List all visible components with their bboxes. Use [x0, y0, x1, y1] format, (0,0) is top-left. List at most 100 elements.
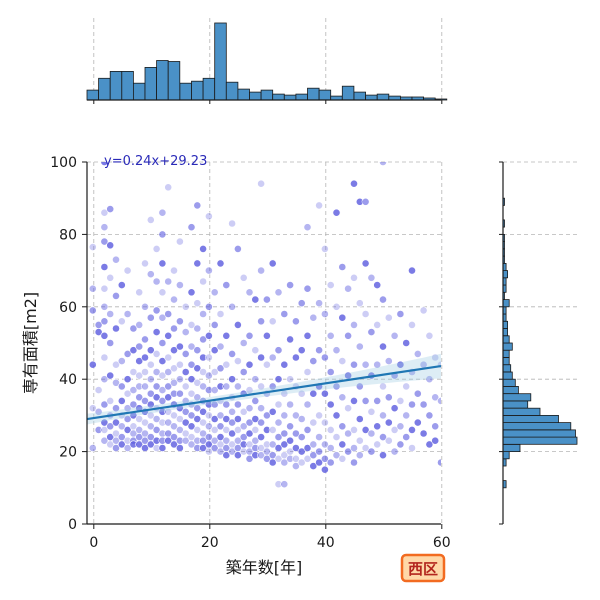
- scatter-point: [204, 386, 213, 394]
- scatter-point: [431, 436, 440, 445]
- scatter-point: [181, 349, 190, 358]
- x-histogram-bar: [98, 77, 111, 101]
- scatter-point: [100, 263, 109, 271]
- scatter-point: [257, 317, 265, 326]
- scatter-point: [303, 331, 312, 340]
- scatter-point: [129, 386, 138, 394]
- scatter-point: [112, 360, 120, 369]
- scatter-point: [228, 418, 236, 427]
- x-axis-ticks: 0 20 40 60: [89, 524, 451, 551]
- scatter-point: [106, 422, 115, 431]
- scatter-point: [309, 462, 318, 470]
- x-axis-label: 築年数[年]: [226, 558, 303, 577]
- district-badge-text: 西区: [408, 560, 438, 578]
- scatter-point: [175, 281, 184, 289]
- scatter-point: [152, 306, 161, 315]
- scatter-point: [210, 368, 219, 376]
- scatter-point: [88, 404, 97, 413]
- scatter-point: [187, 288, 196, 297]
- scatter-point: [199, 310, 207, 318]
- scatter-point: [199, 418, 207, 427]
- scatter-point: [262, 360, 271, 369]
- scatter-point: [350, 273, 358, 282]
- scatter-point: [233, 244, 242, 253]
- scatter-point: [135, 342, 144, 351]
- scatter-point: [199, 407, 207, 416]
- scatter-point: [297, 415, 306, 423]
- scatter-point: [315, 447, 323, 456]
- scatter-point: [204, 447, 213, 456]
- x-histogram-bar: [191, 80, 204, 101]
- scatter-point: [228, 447, 236, 456]
- regression-group: [87, 353, 441, 425]
- scatter-point: [222, 331, 231, 340]
- scatter-point: [303, 223, 312, 232]
- scatter-point: [309, 440, 318, 449]
- scatter-point: [152, 425, 161, 434]
- scatter-point: [135, 320, 144, 329]
- scatter-point: [222, 400, 231, 409]
- scatter-point: [355, 382, 364, 391]
- scatter-point: [175, 389, 184, 398]
- scatter-point: [112, 324, 120, 333]
- scatter-point: [297, 299, 306, 308]
- y-histogram-bar: [502, 371, 513, 380]
- scatter-point: [361, 425, 370, 434]
- scatter-point: [141, 444, 149, 452]
- scatter-point: [286, 281, 294, 289]
- scatter-point: [204, 422, 213, 431]
- scatter-point: [193, 378, 202, 387]
- scatter-point: [425, 331, 434, 340]
- scatter-point: [175, 237, 184, 246]
- scatter-point: [309, 313, 318, 322]
- scatter-point: [94, 425, 103, 434]
- scatter-point: [367, 447, 376, 456]
- x-histogram-bar: [121, 71, 134, 101]
- scatter-point: [408, 400, 416, 409]
- scatter-point: [112, 255, 120, 264]
- scatter-point: [251, 295, 260, 304]
- scatter-point: [88, 306, 97, 315]
- scatter-point: [297, 346, 306, 355]
- scatter-point: [390, 447, 399, 456]
- scatter-point: [431, 353, 440, 362]
- scatter-point: [245, 429, 254, 438]
- scatter-point: [152, 393, 161, 402]
- scatter-point: [158, 313, 167, 322]
- scatter-point: [320, 310, 329, 318]
- scatter-point: [94, 328, 103, 336]
- scatter-point: [338, 393, 347, 402]
- scatter-point: [170, 346, 178, 355]
- scatter-point: [100, 284, 109, 293]
- main-scatter-panel: 100 80 60 40 20 0 0 20 40 60 y=0.24x+29.…: [50, 154, 450, 551]
- scatter-point: [251, 425, 260, 434]
- regression-equation-label: y=0.24x+29.23: [104, 154, 207, 169]
- scatter-point: [146, 422, 155, 431]
- scatter-point: [146, 360, 155, 369]
- scatter-point: [338, 454, 347, 463]
- scatter-point: [239, 339, 248, 347]
- x-histogram-bar: [109, 71, 123, 101]
- scatter-point: [367, 429, 376, 438]
- scatter-point: [332, 346, 341, 355]
- scatter-point: [315, 411, 323, 420]
- scatter-point: [286, 335, 294, 344]
- scatter-point: [274, 418, 283, 427]
- scatter-point: [181, 407, 190, 416]
- scatter-point: [274, 288, 283, 297]
- scatter-point: [210, 386, 219, 394]
- scatter-point: [326, 368, 335, 376]
- scatter-point: [373, 360, 382, 369]
- scatter-point: [274, 454, 283, 463]
- x-tick-label: 20: [201, 535, 219, 551]
- scatter-point: [344, 429, 352, 438]
- scatter-point: [425, 440, 434, 449]
- scatter-point: [135, 382, 144, 391]
- scatter-point: [141, 368, 149, 376]
- scatter-point: [408, 425, 416, 434]
- scatter-point: [245, 454, 254, 463]
- scatter-point: [129, 368, 138, 376]
- scatter-point: [320, 454, 329, 463]
- regression-line: [87, 364, 441, 421]
- y-histogram-bar: [502, 443, 521, 452]
